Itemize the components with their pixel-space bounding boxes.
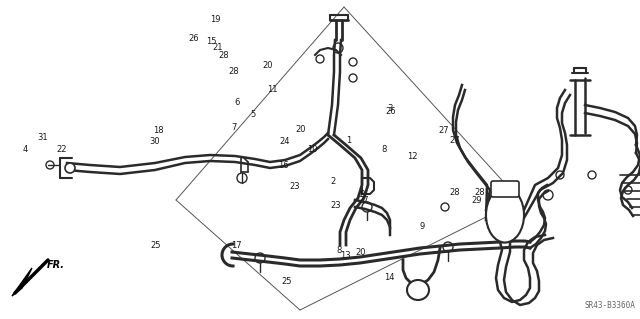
Text: 15: 15	[206, 37, 216, 46]
Text: 13: 13	[340, 251, 351, 260]
Text: 9: 9	[420, 222, 425, 231]
Text: 3: 3	[388, 104, 393, 113]
Text: 16: 16	[278, 161, 289, 170]
Text: FR.: FR.	[47, 260, 65, 270]
Text: 25: 25	[150, 241, 161, 250]
Text: 12: 12	[408, 152, 418, 161]
Ellipse shape	[486, 188, 524, 242]
Text: 22: 22	[56, 145, 67, 154]
Text: 11: 11	[267, 85, 277, 94]
Text: 27: 27	[449, 136, 460, 145]
Polygon shape	[12, 268, 32, 296]
Text: 6: 6	[234, 98, 239, 107]
Text: 18: 18	[154, 126, 164, 135]
Text: 26: 26	[385, 107, 396, 116]
Ellipse shape	[407, 280, 429, 300]
Text: 10: 10	[307, 145, 317, 154]
Text: 28: 28	[219, 51, 229, 60]
Text: 19: 19	[210, 15, 220, 24]
Text: 20: 20	[296, 125, 306, 134]
Text: 7: 7	[231, 123, 236, 132]
Text: 24: 24	[280, 137, 290, 146]
Text: 17: 17	[232, 241, 242, 250]
Text: 8: 8	[359, 190, 364, 199]
Text: 1: 1	[346, 136, 351, 145]
Text: 4: 4	[23, 145, 28, 154]
Text: 8: 8	[381, 145, 387, 154]
Text: 25: 25	[282, 277, 292, 286]
Text: 27: 27	[438, 126, 449, 135]
FancyBboxPatch shape	[491, 181, 519, 197]
Text: 23: 23	[331, 201, 341, 210]
Text: 27: 27	[358, 197, 369, 205]
Text: 8: 8	[337, 246, 342, 255]
Text: 21: 21	[212, 43, 223, 52]
Circle shape	[65, 163, 75, 173]
Text: SR43-B3360A: SR43-B3360A	[584, 301, 635, 310]
Text: 2: 2	[330, 177, 335, 186]
Text: 20: 20	[356, 248, 366, 256]
Text: 28: 28	[228, 67, 239, 76]
Text: 5: 5	[250, 110, 255, 119]
Text: 31: 31	[37, 133, 47, 142]
Text: 28: 28	[475, 189, 485, 197]
Text: 26: 26	[188, 34, 198, 43]
Text: 14: 14	[384, 273, 394, 282]
Text: 28: 28	[449, 189, 460, 197]
Text: 30: 30	[150, 137, 160, 146]
Text: 29: 29	[472, 197, 482, 205]
Text: 20: 20	[262, 61, 273, 70]
Text: 23: 23	[289, 182, 300, 191]
